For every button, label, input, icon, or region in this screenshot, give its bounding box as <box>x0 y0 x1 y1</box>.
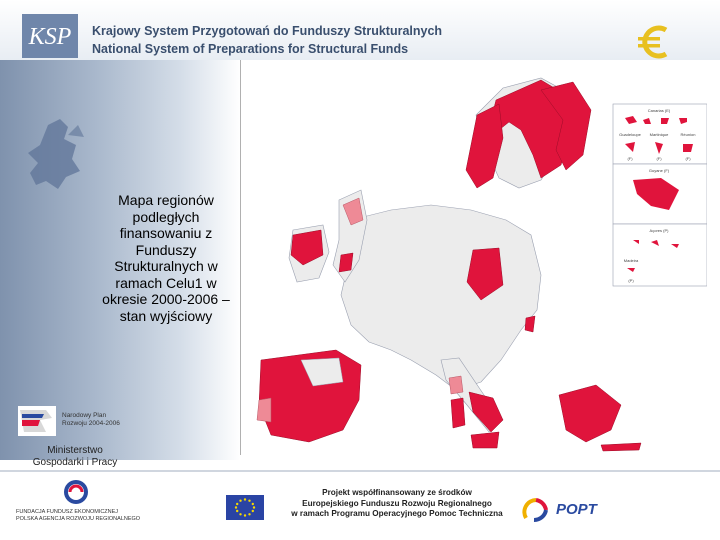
region-sardinia <box>450 397 466 429</box>
inset-martinique <box>655 142 663 154</box>
inset-label-guyane: Guyane (F) <box>649 168 670 173</box>
project-line2: Europejskiego Funduszu Rozwoju Regionaln… <box>302 498 492 508</box>
inset-label-reunion: Réunion <box>681 132 696 137</box>
header-title-pl: Krajowy System Przygotowań do Funduszy S… <box>92 24 443 38</box>
project-line3: w ramach Programu Operacyjnego Pomoc Tec… <box>291 509 503 518</box>
map-canvas: Canarias (E) Guadeloupe Martinique Réuni… <box>256 77 707 452</box>
eu-regions-map: Canarias (E) Guadeloupe Martinique Réuni… <box>240 60 707 455</box>
project-line1: Projekt współfinansowany ze środków <box>322 488 472 497</box>
inset-label-madeira: Madeira <box>624 258 639 263</box>
inset-label-guadeloupe: Guadeloupe <box>619 132 642 137</box>
npr-line1: Narodowy Plan <box>62 412 107 419</box>
region-east-germany <box>466 247 504 301</box>
region-finland <box>540 81 592 171</box>
inset-label-f3: (F) <box>685 156 691 161</box>
inset-label-martinique: Martinique <box>650 132 669 137</box>
popt-logo-icon <box>522 498 548 522</box>
euro-icon <box>638 25 668 59</box>
npr-line2: Rozwoju 2004-2006 <box>62 420 120 427</box>
inset-guadeloupe <box>625 142 635 152</box>
inset-madeira <box>627 268 635 272</box>
outermost-regions-insets: Canarias (E) Guadeloupe Martinique Réuni… <box>612 103 707 287</box>
map-caption: Mapa regionów podległych finansowaniu z … <box>102 192 230 324</box>
ministry-line2: Gospodarki i Pracy <box>32 457 118 468</box>
region-norway-sweden <box>465 103 504 189</box>
eu-flag-icon <box>226 495 264 520</box>
bottom-divider <box>0 470 720 472</box>
region-burgenland <box>524 315 536 333</box>
npr-text: Narodowy Plan Rozwoju 2004-2006 <box>62 412 120 428</box>
region-crete <box>600 442 642 452</box>
foundation-text: FUNDACJA FUNDUSZ EKONOMICZNEJ POLSKA AGE… <box>16 509 146 523</box>
inset-acores <box>633 240 679 248</box>
ksp-logo-text: KSP <box>28 24 72 50</box>
left-panel: Mapa regionów podległych finansowaniu z … <box>0 60 240 460</box>
npr-logo <box>18 406 56 436</box>
region-corsica <box>448 375 464 395</box>
ksp-logo: KSP <box>22 14 78 58</box>
popt-logo-text: POPT <box>556 501 597 518</box>
region-sicily <box>470 431 500 449</box>
region-greece <box>558 384 622 443</box>
region-mezzogiorno <box>468 391 504 433</box>
inset-label-f2: (F) <box>656 156 662 161</box>
inset-reunion <box>683 144 693 152</box>
inset-label-canarias: Canarias (E) <box>648 108 671 113</box>
header-title-en: National System of Preparations for Stru… <box>92 42 409 56</box>
inset-guyane <box>633 178 679 210</box>
foundation-line2: POLSKA AGENCJA ROZWOJU REGIONALNEGO <box>16 516 141 522</box>
inset-canarias-islands <box>625 116 687 124</box>
land-north-spain <box>300 357 344 387</box>
region-wales <box>338 252 354 273</box>
project-cofinancing-text: Projekt współfinansowany ze środków Euro… <box>272 488 522 520</box>
region-highlands <box>342 197 364 226</box>
foundation-logo <box>64 480 88 504</box>
inset-label-f1: (F) <box>627 156 633 161</box>
region-ireland-bmw <box>290 229 324 266</box>
inset-label-p: (P) <box>628 278 634 283</box>
foundation-line1: FUNDACJA FUNDUSZ EKONOMICZNEJ <box>16 509 119 515</box>
ministry-name: Ministerstwo Gospodarki i Pracy <box>20 445 130 469</box>
inset-label-acores: Açores (P) <box>650 228 670 233</box>
europe-silhouette-icon <box>28 119 84 189</box>
header: KSP Krajowy System Przygotowań do Fundus… <box>0 0 720 60</box>
region-lisboa <box>256 397 272 423</box>
ministry-line1: Ministerstwo <box>47 445 103 456</box>
land-continental-europe <box>340 204 542 391</box>
